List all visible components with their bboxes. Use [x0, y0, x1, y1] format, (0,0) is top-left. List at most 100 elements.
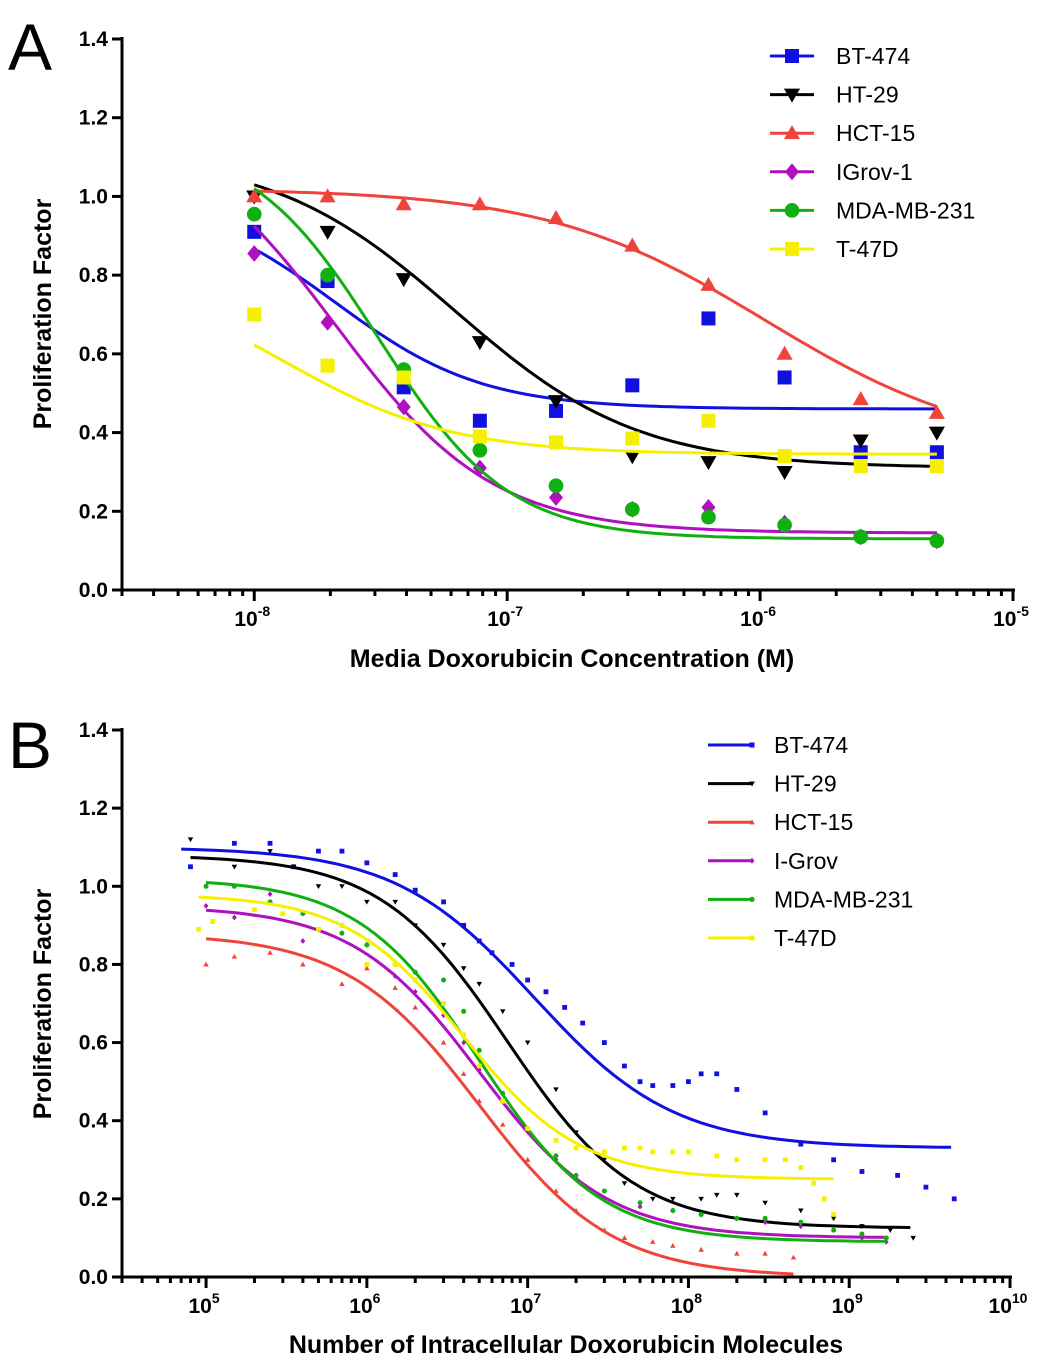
- panel-b-point-t-47d: [196, 926, 202, 932]
- panel-b-legend-label-mda-mb-231: MDA-MB-231: [774, 886, 913, 912]
- panel-b-point-bt-474: [601, 1040, 607, 1045]
- panel-b-point-ht-29: [910, 1235, 916, 1241]
- panel-b-legend-label-t-47d: T-47D: [774, 925, 837, 951]
- panel-a-y-tick-label: 0.2: [79, 500, 108, 523]
- panel-b-point-mda-mb-231: [412, 969, 418, 975]
- panel-b-legend-marker-mda-mb-231: [749, 896, 755, 903]
- panel-b-x-tick-exponent: 5: [212, 1290, 220, 1306]
- panel-b-point-i-grov: [798, 1223, 804, 1230]
- panel-a-x-tick-exponent: -5: [1016, 603, 1029, 619]
- panel-b-point-ht-29: [573, 1130, 579, 1136]
- panel-b-point-t-47d: [714, 1153, 720, 1159]
- panel-a-point-mda-mb-231: [929, 533, 945, 549]
- panel-b-point-hct-15: [499, 1121, 506, 1127]
- panel-b-point-bt-474: [831, 1157, 837, 1163]
- panel-b-point-mda-mb-231: [831, 1227, 837, 1233]
- panel-b-point-bt-474: [392, 872, 398, 877]
- panel-b-point-bt-474: [859, 1169, 865, 1174]
- panel-a-point-mda-mb-231: [246, 206, 262, 222]
- panel-b-point-i-grov: [762, 1219, 768, 1226]
- panel-a-x-tick-base: 10: [487, 608, 510, 631]
- panel-a-point-hct-15: [700, 276, 717, 291]
- panel-a-x-tick-base: 10: [234, 608, 257, 631]
- panel-b-point-bt-474: [798, 1141, 804, 1147]
- panel-b-point-ht-29: [440, 942, 447, 948]
- panel-b-point-t-47d: [637, 1145, 643, 1151]
- panel-b-x-tick-label: 106: [349, 1290, 380, 1318]
- panel-b-point-bt-474: [637, 1079, 643, 1085]
- panel-a-point-hct-15: [246, 188, 263, 203]
- panel-b-point-ht-29: [460, 966, 467, 972]
- panel-b-legend-label-bt-474: BT-474: [774, 732, 848, 758]
- panel-b-point-i-grov: [476, 1067, 482, 1073]
- panel-b-point-bt-474: [734, 1087, 740, 1092]
- panel-b-point-ht-29: [392, 899, 398, 905]
- panel-a-point-ht-29: [319, 225, 336, 240]
- panel-b-point-mda-mb-231: [573, 1172, 579, 1178]
- panel-b-point-bt-474: [562, 1005, 568, 1010]
- panel-b-fit-curve-ht-29: [190, 856, 911, 1229]
- panel-b-point-t-47d: [252, 907, 257, 913]
- panel-a-point-mda-mb-231: [853, 529, 869, 545]
- panel-a-point-hct-15: [928, 404, 945, 419]
- panel-b-point-bt-474: [580, 1020, 586, 1026]
- panel-b-point-hct-15: [440, 1039, 447, 1045]
- panel-b-point-ht-29: [830, 1216, 837, 1222]
- panel-a-point-t-47d: [777, 449, 792, 464]
- panel-b-point-ht-29: [412, 923, 419, 929]
- panel-a-point-bt-474: [701, 311, 716, 326]
- panel-a-x-tick-exponent: -7: [511, 603, 524, 619]
- panel-b-x-tick-base: 10: [349, 1295, 372, 1318]
- panel-b-point-ht-29: [887, 1228, 894, 1233]
- panel-b-point-t-47d: [364, 962, 370, 967]
- panel-b-point-ht-29: [553, 1087, 559, 1093]
- panel-b-point-t-47d: [316, 926, 321, 932]
- panel-b-point-hct-15: [203, 961, 209, 967]
- panel-b-point-ht-29: [713, 1192, 720, 1198]
- panel-b-y-tick-label: 1.0: [79, 875, 108, 898]
- panel-b-point-t-47d: [622, 1145, 627, 1151]
- panel-b-x-tick-base: 10: [510, 1295, 533, 1318]
- panel-b-point-bt-474: [650, 1083, 656, 1088]
- panel-b-point-bt-474: [698, 1071, 704, 1077]
- panel-b-point-ht-29: [698, 1196, 704, 1202]
- panel-a-legend-marker-t-47d: [785, 242, 799, 256]
- panel-b-point-hct-15: [698, 1246, 704, 1252]
- panel-a-y-tick-label: 0.6: [79, 343, 108, 366]
- panel-a-fit-curve-t-47d: [253, 343, 937, 456]
- panel-b-point-bt-474: [231, 840, 237, 846]
- panel-b-point-hct-15: [476, 1098, 483, 1104]
- panel-b-point-t-47d: [461, 1032, 467, 1038]
- panel-a-point-igrov-1: [396, 398, 411, 416]
- panel-b-point-hct-15: [267, 949, 273, 955]
- panel-a-point-ht-29: [928, 426, 945, 441]
- panel-b-fit-curve-mda-mb-231: [205, 881, 887, 1243]
- panel-a-x-tick-label: 10-7: [487, 603, 523, 631]
- panel-b-point-i-grov: [267, 891, 273, 897]
- panel-b-point-ht-29: [499, 1009, 506, 1015]
- panel-b-point-bt-474: [267, 840, 273, 846]
- panel-b-point-ht-29: [670, 1196, 676, 1202]
- panel-a-point-t-47d: [396, 370, 411, 385]
- panel-a-x-tick-label: 10-8: [234, 603, 270, 631]
- panel-a-legend-marker-hct-15: [783, 125, 801, 140]
- panel-a-fit-curve-hct-15: [254, 189, 938, 408]
- panel-b-fit-curve-t-47d: [198, 895, 834, 1181]
- panel-b-point-mda-mb-231: [762, 1215, 768, 1221]
- panel-b-x-tick-label: 105: [188, 1290, 219, 1318]
- panel-b-legend-label-ht-29: HT-29: [774, 771, 837, 797]
- panel-a-point-bt-474: [625, 378, 640, 393]
- panel-a-x-tick-exponent: -6: [764, 603, 777, 619]
- panel-b-point-mda-mb-231: [734, 1215, 740, 1221]
- panel-b-point-bt-474: [489, 950, 495, 956]
- panel-b-point-i-grov: [203, 902, 209, 909]
- panel-a-point-hct-15: [395, 196, 412, 211]
- panel-a-y-axis-title: Proliferation Factor: [29, 198, 57, 429]
- panel-b-point-ht-29: [798, 1208, 804, 1214]
- panel-b-point-t-47d: [412, 977, 418, 983]
- panel-a-point-ht-29: [852, 434, 869, 449]
- panel-b-point-i-grov: [412, 988, 418, 995]
- panel-b-plot-area: [181, 837, 957, 1276]
